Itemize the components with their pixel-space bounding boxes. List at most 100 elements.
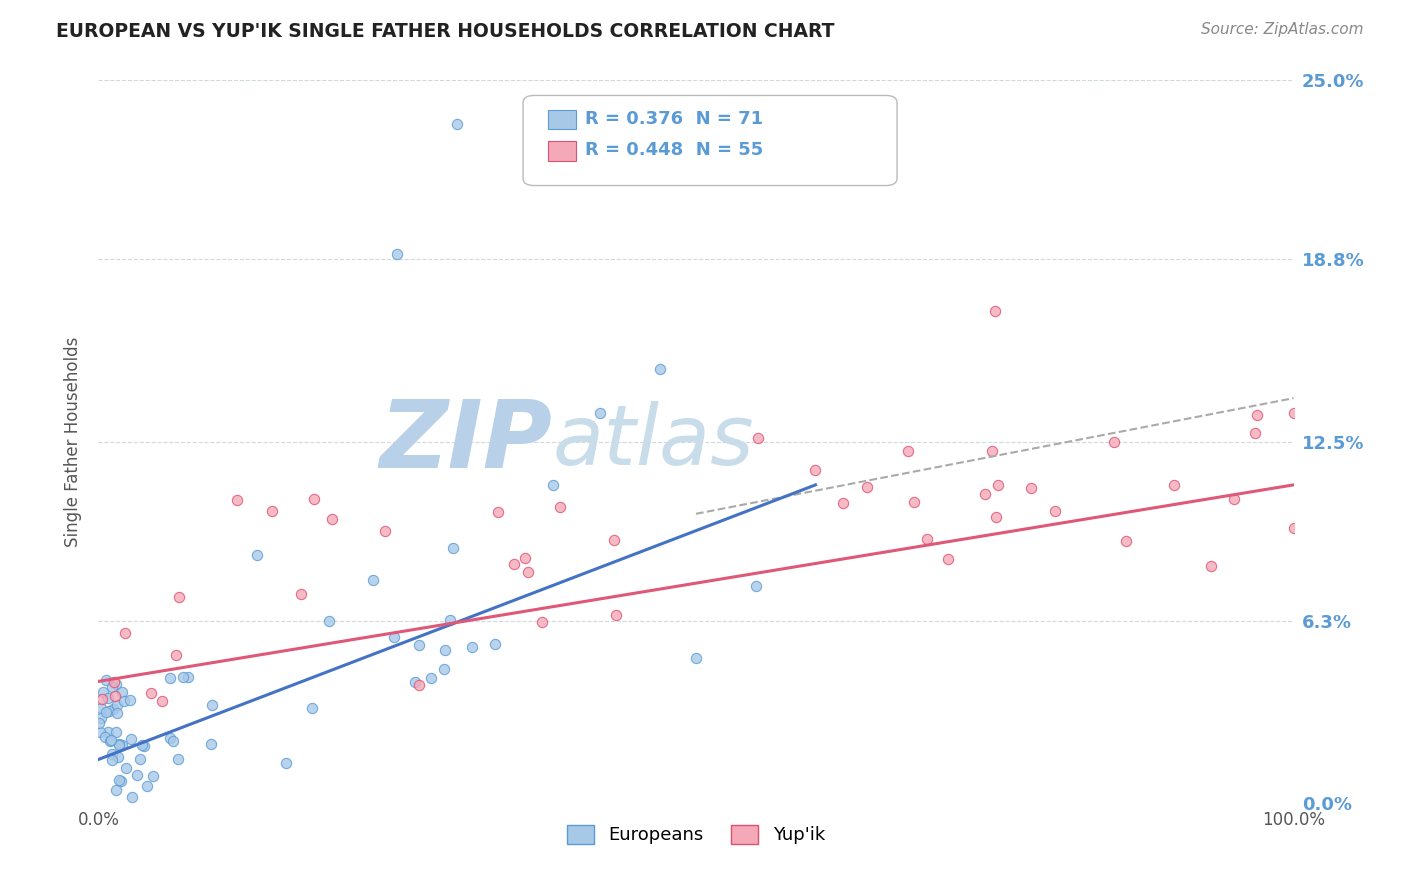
Text: EUROPEAN VS YUP'IK SINGLE FATHER HOUSEHOLDS CORRELATION CHART: EUROPEAN VS YUP'IK SINGLE FATHER HOUSEHO…	[56, 22, 835, 41]
Point	[747, 432, 769, 446]
Point	[302, 492, 325, 507]
Point	[503, 557, 526, 571]
Point	[121, 789, 143, 804]
Point	[321, 512, 343, 526]
Point	[111, 684, 134, 698]
Point	[984, 304, 1007, 318]
Point	[90, 700, 112, 714]
Point	[1282, 406, 1305, 420]
Point	[433, 662, 456, 676]
Text: R = 0.448  N = 55: R = 0.448 N = 55	[585, 141, 763, 159]
Point	[685, 651, 707, 665]
Point	[408, 638, 430, 652]
Point	[441, 541, 464, 556]
Point	[1246, 409, 1268, 423]
Point	[986, 509, 1008, 524]
Point	[361, 574, 384, 588]
Point	[107, 772, 129, 787]
Point	[936, 552, 959, 566]
Point	[165, 648, 187, 662]
Text: atlas: atlas	[553, 401, 754, 482]
Point	[105, 783, 128, 797]
Point	[548, 500, 571, 515]
Point	[1163, 478, 1185, 492]
Point	[105, 725, 128, 739]
Point	[486, 505, 509, 519]
Point	[101, 680, 124, 694]
Point	[1223, 492, 1246, 507]
Point	[301, 700, 323, 714]
Point	[1019, 481, 1042, 495]
Point	[1045, 504, 1067, 518]
Point	[101, 747, 124, 762]
Point	[103, 689, 125, 703]
Point	[226, 492, 249, 507]
Point	[94, 730, 117, 744]
Point	[541, 478, 564, 492]
Point	[89, 724, 111, 739]
Y-axis label: Single Father Households: Single Father Households	[65, 336, 83, 547]
Point	[108, 739, 131, 753]
Point	[531, 615, 554, 629]
Point	[446, 117, 468, 131]
Point	[107, 749, 129, 764]
Point	[97, 691, 120, 706]
Point	[201, 698, 224, 712]
Point	[439, 613, 461, 627]
Point	[108, 737, 131, 751]
Point	[276, 756, 298, 771]
Point	[110, 738, 132, 752]
Point	[115, 761, 138, 775]
Point	[903, 495, 925, 509]
Point	[167, 751, 190, 765]
Point	[605, 608, 627, 623]
Point	[150, 693, 173, 707]
Point	[385, 246, 409, 260]
Point	[167, 590, 190, 604]
Point	[101, 702, 124, 716]
Point	[132, 739, 155, 753]
Point	[159, 671, 181, 685]
Point	[97, 704, 120, 718]
Point	[246, 548, 269, 562]
Point	[103, 675, 125, 690]
Point	[120, 732, 142, 747]
Point	[260, 503, 283, 517]
Point	[162, 733, 184, 747]
Point	[373, 524, 395, 538]
Point	[120, 693, 142, 707]
Point	[139, 686, 162, 700]
Point	[91, 685, 114, 699]
Point	[96, 673, 118, 687]
Point	[1115, 533, 1137, 548]
Point	[896, 444, 918, 458]
Point	[98, 734, 121, 748]
Point	[94, 705, 117, 719]
Point	[131, 739, 153, 753]
Text: Source: ZipAtlas.com: Source: ZipAtlas.com	[1201, 22, 1364, 37]
Text: ZIP: ZIP	[380, 395, 553, 488]
Point	[172, 670, 194, 684]
Point	[200, 737, 222, 751]
Point	[1201, 558, 1223, 573]
Text: R = 0.376  N = 71: R = 0.376 N = 71	[585, 110, 763, 128]
Point	[1282, 521, 1305, 535]
Point	[484, 637, 506, 651]
Point	[987, 478, 1010, 492]
Point	[114, 626, 136, 640]
Point	[136, 779, 159, 793]
Point	[101, 753, 124, 767]
Point	[915, 532, 938, 546]
Point	[125, 767, 148, 781]
Point	[419, 671, 441, 685]
Point	[650, 362, 672, 376]
Point	[434, 642, 457, 657]
Legend: Europeans, Yup'ik: Europeans, Yup'ik	[560, 818, 832, 852]
Point	[177, 670, 200, 684]
Point	[461, 640, 484, 654]
Point	[804, 463, 827, 477]
Point	[110, 773, 132, 788]
Point	[408, 678, 430, 692]
Point	[404, 675, 426, 690]
Point	[589, 406, 612, 420]
